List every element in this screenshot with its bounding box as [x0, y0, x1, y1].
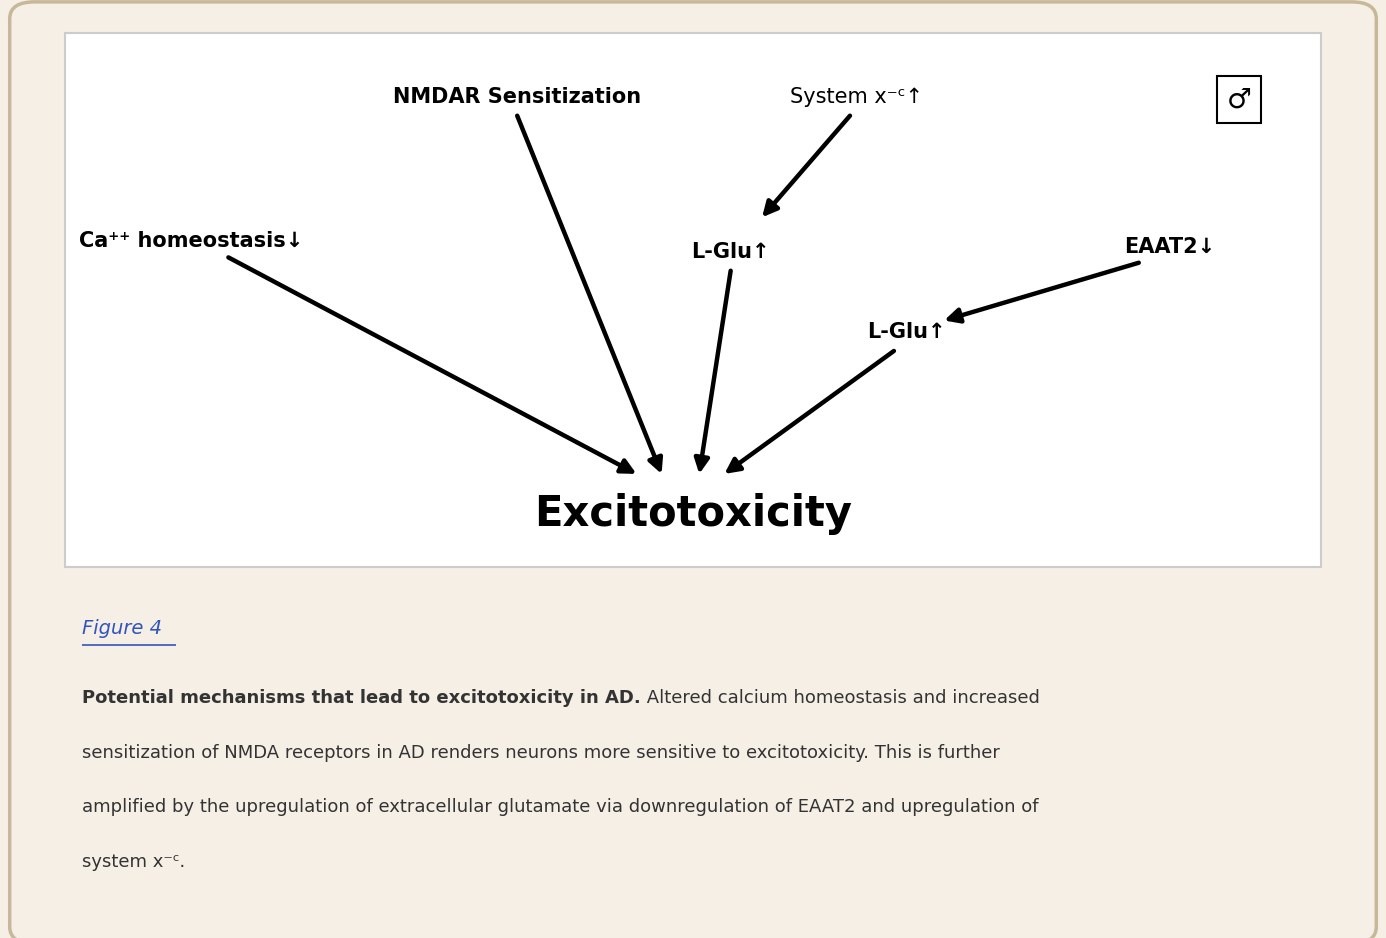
- Text: sensitization of NMDA receptors in AD renders neurons more sensitive to excitoto: sensitization of NMDA receptors in AD re…: [82, 744, 999, 762]
- Text: amplified by the upregulation of extracellular glutamate via downregulation of E: amplified by the upregulation of extrace…: [82, 798, 1038, 816]
- Text: Excitotoxicity: Excitotoxicity: [534, 493, 852, 535]
- Text: Figure 4: Figure 4: [82, 619, 162, 638]
- Text: Potential mechanisms that lead to excitotoxicity in AD.: Potential mechanisms that lead to excito…: [82, 689, 640, 707]
- Text: Ca⁺⁺ homeostasis↓: Ca⁺⁺ homeostasis↓: [79, 232, 302, 251]
- Text: L-Glu↑: L-Glu↑: [692, 242, 769, 262]
- Text: ♂: ♂: [1227, 85, 1252, 113]
- Text: system x⁻ᶜ.: system x⁻ᶜ.: [82, 853, 184, 870]
- Text: NMDAR Sensitization: NMDAR Sensitization: [394, 87, 642, 107]
- Text: Altered calcium homeostasis and increased: Altered calcium homeostasis and increase…: [640, 689, 1040, 707]
- FancyBboxPatch shape: [65, 33, 1321, 567]
- Text: L-Glu↑: L-Glu↑: [868, 323, 945, 342]
- FancyBboxPatch shape: [10, 2, 1376, 938]
- Text: System x⁻ᶜ↑: System x⁻ᶜ↑: [790, 87, 923, 107]
- Text: EAAT2↓: EAAT2↓: [1124, 236, 1216, 257]
